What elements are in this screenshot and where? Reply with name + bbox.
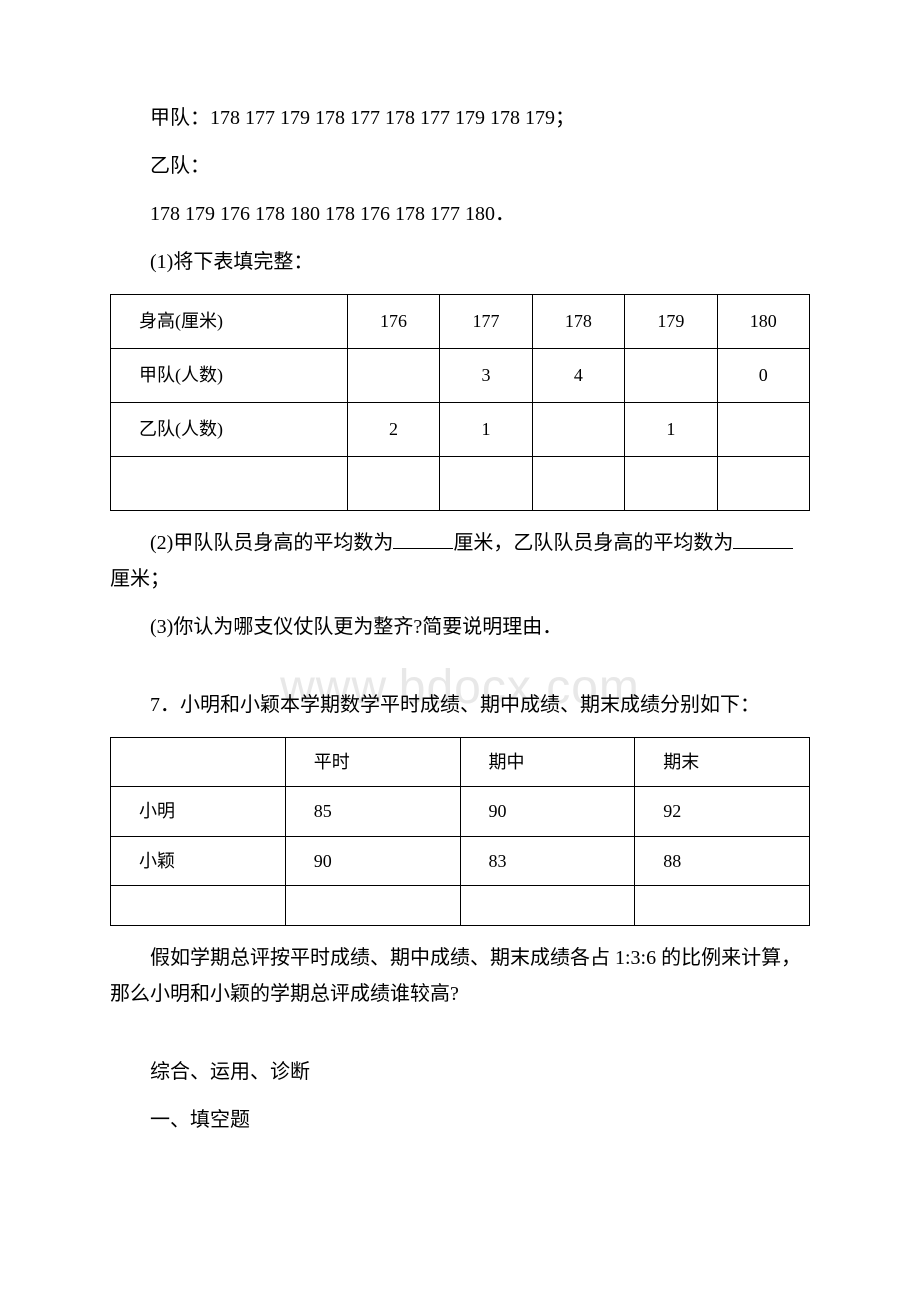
table-row — [111, 457, 810, 511]
table-cell: 88 — [635, 836, 810, 885]
col-178: 178 — [532, 295, 624, 349]
table-cell — [532, 457, 624, 511]
q7-text: 7．小明和小颖本学期数学平时成绩、期中成绩、期末成绩分别如下： — [150, 694, 760, 716]
question-3: (3)你认为哪支仪仗队更为整齐?简要说明理由． — [110, 609, 810, 645]
table-cell — [625, 349, 717, 403]
table-row: 小颖 90 83 88 — [111, 836, 810, 885]
table-cell: 90 — [460, 787, 635, 836]
table-cell — [717, 403, 809, 457]
col-176: 176 — [347, 295, 439, 349]
spacer — [110, 1024, 810, 1054]
col-180: 180 — [717, 295, 809, 349]
col-usual: 平时 — [285, 738, 460, 787]
table-cell — [717, 457, 809, 511]
blank-field — [733, 529, 793, 549]
yi-row-label: 乙队(人数) — [111, 403, 348, 457]
table-row — [111, 886, 810, 926]
question-1: (1)将下表填完整： — [110, 244, 810, 280]
table-cell: 85 — [285, 787, 460, 836]
jia-team-data: 甲队：178 177 179 178 177 178 177 179 178 1… — [110, 100, 810, 136]
table-cell: 1 — [625, 403, 717, 457]
xiaoying-label: 小颖 — [111, 836, 286, 885]
question-2: (2)甲队队员身高的平均数为 厘米，乙队队员身高的平均数为厘米； — [110, 525, 810, 597]
col-final: 期末 — [635, 738, 810, 787]
q2-text-1: (2)甲队队员身高的平均数为 — [150, 532, 393, 554]
table-cell: 0 — [717, 349, 809, 403]
q7-followup: 假如学期总评按平时成绩、期中成绩、期末成绩各占 1:3:6 的比例来计算，那么小… — [110, 940, 810, 1012]
table-cell — [460, 886, 635, 926]
table-cell: 83 — [460, 836, 635, 885]
score-table: 平时 期中 期末 小明 85 90 92 小颖 90 83 88 — [110, 737, 810, 926]
subsection-heading: 一、填空题 — [110, 1102, 810, 1138]
header-height: 身高(厘米) — [111, 295, 348, 349]
table-row: 小明 85 90 92 — [111, 787, 810, 836]
table-row: 甲队(人数) 3 4 0 — [111, 349, 810, 403]
spacer — [110, 657, 810, 687]
table-cell — [532, 403, 624, 457]
blank-field — [393, 529, 453, 549]
table-cell: 92 — [635, 787, 810, 836]
table-row: 乙队(人数) 2 1 1 — [111, 403, 810, 457]
table-cell — [440, 457, 532, 511]
table-cell: 90 — [285, 836, 460, 885]
table-row: 身高(厘米) 176 177 178 179 180 — [111, 295, 810, 349]
question-7: 7．小明和小颖本学期数学平时成绩、期中成绩、期末成绩分别如下： — [110, 687, 810, 723]
section-heading: 综合、运用、诊断 — [110, 1054, 810, 1090]
col-midterm: 期中 — [460, 738, 635, 787]
xiaoming-label: 小明 — [111, 787, 286, 836]
table-cell: 3 — [440, 349, 532, 403]
q2-text-2: 厘米，乙队队员身高的平均数为 — [453, 532, 733, 554]
yi-team-data: 178 179 176 178 180 178 176 178 177 180． — [110, 196, 810, 232]
table-cell — [635, 886, 810, 926]
table-cell — [347, 457, 439, 511]
table-row: 平时 期中 期末 — [111, 738, 810, 787]
table-cell — [111, 886, 286, 926]
table-cell: 1 — [440, 403, 532, 457]
table-cell: 4 — [532, 349, 624, 403]
yi-team-label: 乙队： — [110, 148, 810, 184]
col-179: 179 — [625, 295, 717, 349]
height-table: 身高(厘米) 176 177 178 179 180 甲队(人数) 3 4 0 … — [110, 294, 810, 511]
q2-text-3: 厘米； — [110, 568, 170, 590]
table-cell: 2 — [347, 403, 439, 457]
table-cell — [111, 738, 286, 787]
table-cell — [111, 457, 348, 511]
col-177: 177 — [440, 295, 532, 349]
jia-row-label: 甲队(人数) — [111, 349, 348, 403]
table-cell — [625, 457, 717, 511]
table-cell — [347, 349, 439, 403]
table-cell — [285, 886, 460, 926]
